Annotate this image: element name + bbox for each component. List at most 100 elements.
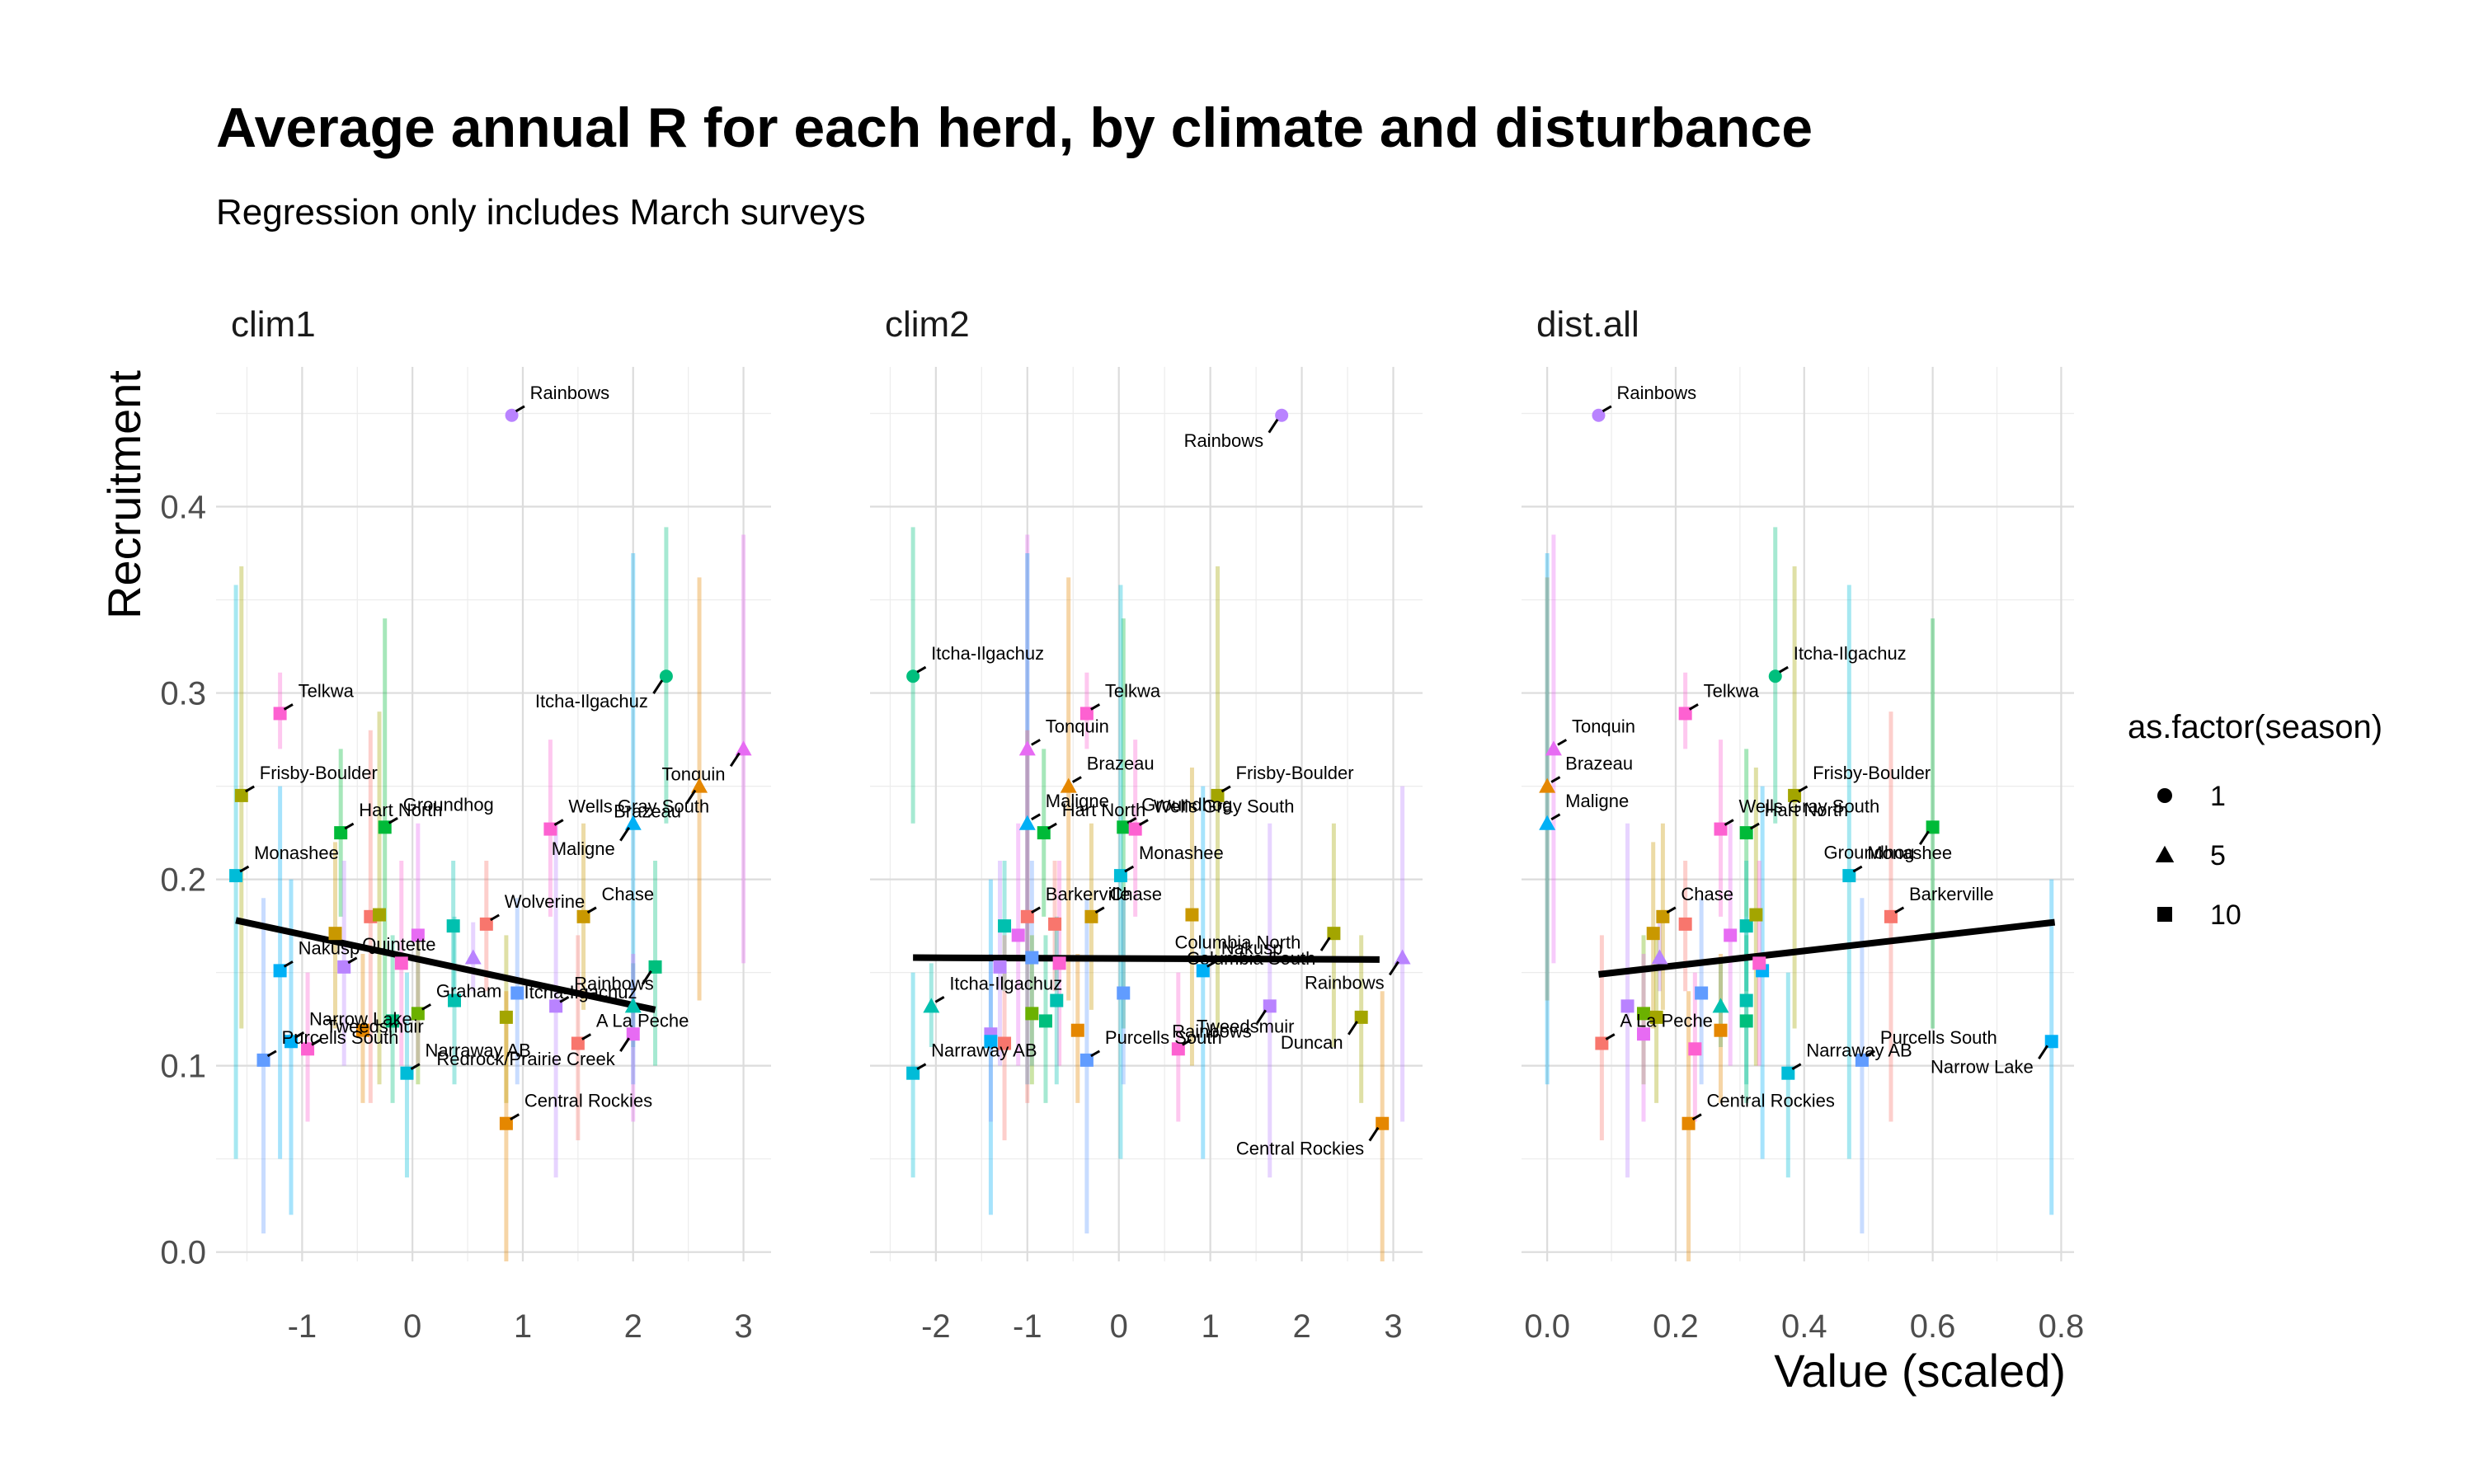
- point-label: Purcells South: [282, 1027, 399, 1048]
- data-point: [479, 917, 493, 931]
- data-point: [1060, 777, 1077, 793]
- data-point: [411, 1007, 425, 1021]
- label-leader: [1206, 960, 1216, 968]
- point-label: Itcha-Ilgachuz: [931, 643, 1044, 664]
- label-leader: [239, 865, 250, 873]
- y-tick-label: 0.1: [160, 1049, 206, 1085]
- data-point: [1025, 951, 1039, 965]
- point-label: Chase: [1109, 884, 1162, 904]
- data-point: [400, 1066, 414, 1080]
- data-point: [301, 1042, 315, 1056]
- point-label: Groundhog: [1141, 794, 1232, 815]
- regression-line: [1598, 918, 2056, 978]
- data-point: [1376, 1116, 1390, 1130]
- x-tick-label: -1: [1013, 1308, 1042, 1345]
- data-point: [923, 998, 940, 1013]
- point-label: Rainbows: [1305, 973, 1385, 993]
- data-point: [1539, 815, 1556, 830]
- point-label: Nakusp: [1221, 937, 1283, 958]
- data-point: [1688, 1042, 1702, 1056]
- regression-line: [913, 954, 1380, 963]
- label-leader: [490, 913, 500, 922]
- data-point: [1842, 869, 1856, 883]
- legend-key: [2157, 788, 2172, 803]
- data-point: [1025, 1007, 1039, 1021]
- legend: as.factor(season) 1 5 10: [2128, 709, 2382, 931]
- point-label: Maligne: [1565, 791, 1629, 811]
- point-label: Wells Gray South: [1739, 796, 1880, 817]
- data-point: [1884, 909, 1898, 923]
- label-leader: [916, 1063, 927, 1070]
- data-point: [1196, 964, 1210, 978]
- data-point: [394, 956, 408, 970]
- x-tick-label: -2: [921, 1308, 951, 1345]
- data-point: [378, 820, 392, 834]
- data-point: [648, 960, 662, 974]
- data-point: [1185, 908, 1199, 922]
- x-tick-label: 0.4: [1781, 1308, 1827, 1345]
- data-point: [1712, 998, 1729, 1013]
- point-label: Quintette: [362, 934, 435, 955]
- point-label: Telkwa: [1704, 680, 1760, 701]
- label-leader: [1550, 776, 1561, 783]
- data-point: [1018, 740, 1036, 756]
- point-label: Graham: [436, 980, 501, 1001]
- data-point: [273, 964, 287, 978]
- data-point: [273, 707, 287, 721]
- data-point: [1275, 408, 1289, 422]
- data-point: [626, 1027, 640, 1041]
- label-leader: [1557, 739, 1568, 746]
- data-point: [1113, 869, 1127, 883]
- chart-title: Average annual R for each herd, by clima…: [216, 96, 1813, 159]
- data-point: [1714, 1023, 1728, 1037]
- point-label: Hart North: [359, 800, 442, 820]
- point-label: Narraway AB: [1806, 1040, 1912, 1061]
- data-point: [1678, 707, 1692, 721]
- x-tick-label: 0: [403, 1308, 421, 1345]
- point-label: Barkerville: [1909, 884, 1994, 904]
- data-point: [1595, 1036, 1609, 1050]
- point-label: Itcha-Ilgachuz: [1794, 643, 1907, 664]
- legend-key: [2157, 907, 2172, 922]
- data-point: [993, 960, 1007, 974]
- data-point: [234, 788, 248, 802]
- data-point: [1739, 993, 1753, 1007]
- data-point: [1539, 777, 1556, 793]
- label-leader: [1182, 1039, 1192, 1046]
- data-point: [624, 998, 642, 1013]
- point-label: Telkwa: [299, 680, 355, 701]
- label-leader: [347, 956, 358, 965]
- point-label: Central Rockies: [524, 1091, 652, 1111]
- label-leader: [1031, 906, 1041, 914]
- data-point: [448, 993, 462, 1007]
- x-tick-label: 0.0: [1524, 1308, 1570, 1345]
- data-point: [1788, 788, 1802, 802]
- data-point: [1637, 1007, 1651, 1021]
- label-leader: [1749, 822, 1760, 830]
- data-point: [659, 669, 673, 683]
- x-tick-label: 2: [624, 1308, 642, 1345]
- point-label: Rainbows: [1184, 430, 1264, 451]
- data-point: [1117, 820, 1131, 834]
- data-point: [1649, 1010, 1663, 1024]
- facet-panels: clim1-1 0 1 2 30.00.10.20.30.4RainbowsItcha-…: [160, 304, 2084, 1345]
- x-tick-label: 3: [1384, 1308, 1402, 1345]
- legend-title: as.factor(season): [2128, 709, 2382, 745]
- label-leader: [1221, 785, 1231, 793]
- point-label: Hart North: [1062, 800, 1145, 820]
- y-tick-label: 0.4: [160, 490, 206, 526]
- point-label: Tweedsmuir: [1197, 1016, 1295, 1036]
- point-label: Hart North: [1765, 800, 1848, 820]
- legend-key: [2155, 845, 2175, 862]
- y-axis-title: Recruitment: [98, 370, 150, 619]
- point-label: Frisby-Boulder: [260, 763, 378, 783]
- data-point: [1678, 917, 1692, 931]
- data-point: [1117, 986, 1131, 1000]
- data-point: [499, 1116, 513, 1130]
- label-leader: [1126, 817, 1137, 824]
- data-point: [2044, 1035, 2058, 1049]
- data-point: [576, 909, 590, 923]
- regression-line: [235, 917, 656, 1013]
- label-leader: [2038, 1045, 2048, 1059]
- y-tick-label: 0.0: [160, 1235, 206, 1271]
